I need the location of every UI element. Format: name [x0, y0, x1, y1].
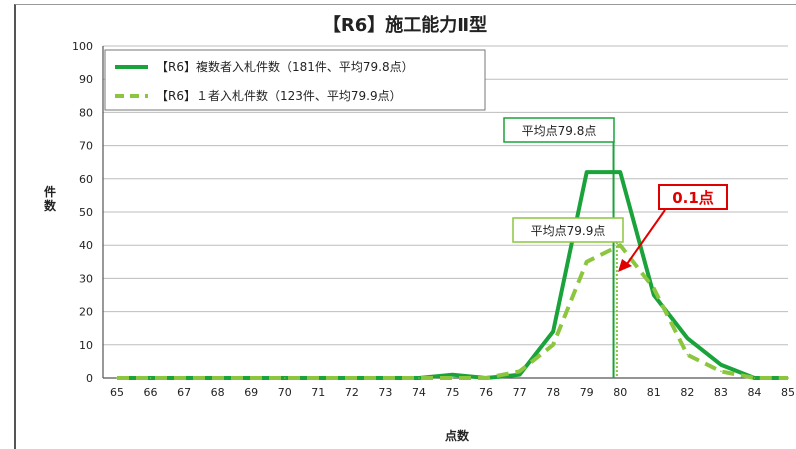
legend: 【R6】複数者入札件数（181件、平均79.8点） 【R6】１者入札件数（123件…: [104, 49, 486, 111]
x-axis-label: 点数: [445, 428, 470, 443]
data-point: [183, 377, 185, 379]
x-tick-label: 83: [714, 386, 728, 399]
chart-title: 【R6】施工能力Ⅱ型: [323, 14, 487, 36]
y-tick-label: 70: [79, 140, 93, 153]
x-tick-label: 78: [546, 386, 560, 399]
data-point: [518, 370, 521, 373]
data-point: [418, 377, 420, 379]
mean-label-box-single: [512, 217, 624, 243]
x-tick-label: 81: [647, 386, 661, 399]
x-tick-label: 67: [177, 386, 191, 399]
x-tick-label: 73: [378, 386, 392, 399]
x-tick-label: 82: [680, 386, 694, 399]
chart-frame: [14, 4, 796, 449]
y-tick-label: 0: [86, 372, 93, 385]
data-point: [585, 261, 588, 263]
series-group: [116, 170, 789, 380]
data-point: [351, 377, 353, 379]
data-point: [686, 337, 689, 339]
legend-label-1: 【R6】複数者入札件数（181件、平均79.8点）: [156, 59, 414, 74]
data-point: [686, 353, 689, 356]
x-tick-label: 77: [513, 386, 527, 399]
x-tick-label: 72: [345, 386, 359, 399]
legend-label-2: 【R6】１者入札件数（123件、平均79.9点）: [156, 88, 402, 103]
mean-label-multi: 平均点79.8点: [522, 124, 597, 138]
data-point: [720, 363, 722, 366]
data-point: [552, 344, 554, 346]
x-tick-label: 69: [244, 386, 258, 399]
x-tick-label: 85: [781, 386, 795, 399]
y-tick-label: 100: [72, 40, 93, 53]
mean-label-single: 平均点79.9点: [531, 224, 606, 238]
data-point: [149, 377, 152, 379]
data-point: [451, 373, 454, 376]
data-point: [116, 377, 118, 379]
data-point: [753, 377, 756, 379]
data-point: [384, 377, 387, 379]
data-point: [720, 370, 722, 373]
data-point: [653, 287, 655, 290]
data-point: [552, 330, 554, 333]
x-tick-label: 71: [311, 386, 325, 399]
data-point: [585, 171, 588, 173]
x-tick-label: 65: [110, 386, 124, 399]
data-point: [485, 377, 487, 379]
y-tick-label: 10: [79, 339, 93, 352]
difference-arrowhead: [618, 259, 632, 272]
data-point: [317, 377, 320, 379]
data-point: [283, 377, 286, 379]
y-tick-label: 30: [79, 272, 93, 285]
x-tick-label: 76: [479, 386, 493, 399]
x-tick-label: 80: [613, 386, 627, 399]
data-point: [216, 377, 219, 379]
x-tick-label: 84: [747, 386, 761, 399]
data-point: [619, 244, 622, 246]
y-tick-label: 60: [79, 173, 93, 186]
x-tick-label: 66: [144, 386, 158, 399]
data-point: [787, 377, 789, 379]
data-point: [451, 377, 454, 379]
y-axis-label: 件数: [44, 184, 57, 213]
data-point: [653, 294, 655, 296]
difference-label: 0.1点: [672, 189, 714, 207]
data-point: [619, 171, 622, 173]
x-tick-labels: 65 66 67 68 69 70 71 72 73 74 75 76 77 78 79 80 81 82 83 84…: [110, 386, 795, 399]
y-tick-labels: 0 10 20 30 40 50 60 70 80 90 100: [72, 40, 93, 385]
x-tick-label: 75: [446, 386, 460, 399]
mean-label-box-multi: [503, 117, 615, 143]
difference-arrow: [626, 209, 666, 265]
data-point: [250, 377, 252, 379]
data-point: [518, 373, 521, 376]
legend-box: [104, 49, 486, 111]
difference-box: [658, 184, 728, 210]
y-tick-label: 90: [79, 73, 93, 86]
x-tick-label: 79: [580, 386, 594, 399]
x-tick-label: 68: [211, 386, 225, 399]
y-tick-label: 20: [79, 306, 93, 319]
y-tick-label: 50: [79, 206, 93, 219]
x-tick-label: 74: [412, 386, 426, 399]
y-tick-label: 40: [79, 239, 93, 252]
x-tick-label: 70: [278, 386, 292, 399]
y-tick-label: 80: [79, 106, 93, 119]
